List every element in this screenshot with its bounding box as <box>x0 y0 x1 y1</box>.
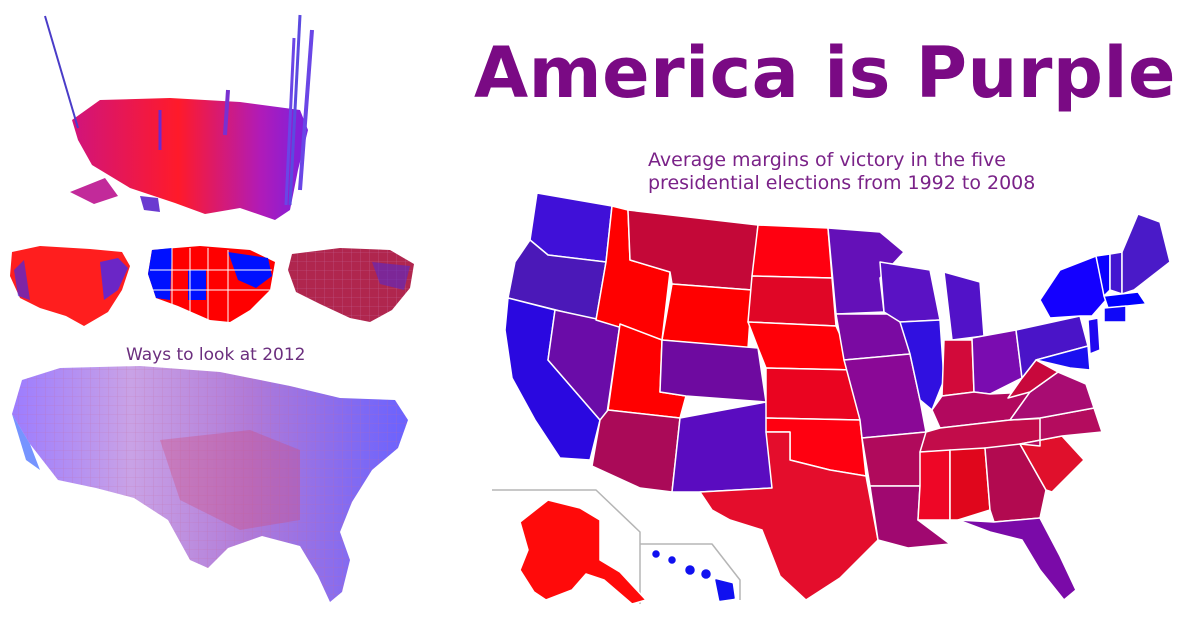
state-wyoming <box>661 283 753 349</box>
state-indiana <box>941 339 975 397</box>
small-map-states <box>148 246 275 322</box>
state-south-dakota <box>747 275 837 327</box>
state-maine <box>1121 213 1171 295</box>
state-arizona <box>591 409 681 493</box>
left-maps-caption: Ways to look at 2012 <box>126 345 306 365</box>
state-north-dakota <box>751 224 833 279</box>
state-arkansas <box>861 431 927 487</box>
state-florida <box>957 517 1077 601</box>
county-purple-map <box>12 366 408 602</box>
state-alaska <box>519 499 647 605</box>
state-alabama <box>949 447 991 521</box>
state-kansas <box>765 367 861 421</box>
state-new-york <box>1039 255 1107 319</box>
state-massachusetts <box>1103 291 1147 309</box>
small-map-counties <box>10 246 130 326</box>
state-new-mexico <box>671 401 773 493</box>
prism-map-2012 <box>44 14 314 220</box>
main-title: America is Purple <box>474 32 1176 114</box>
small-map-purple <box>288 248 414 322</box>
state-new-hampshire <box>1109 251 1123 295</box>
state-mississippi <box>917 449 951 521</box>
state-maryland <box>1035 345 1091 371</box>
state-hawaii <box>652 550 735 601</box>
state-colorado <box>659 339 767 403</box>
state-connecticut <box>1103 305 1127 323</box>
state-wisconsin <box>879 261 941 323</box>
map-subtitle: Average margins of victory in the five p… <box>648 149 1036 194</box>
state-ohio <box>971 329 1023 395</box>
state-new-jersey <box>1087 317 1101 355</box>
purple-state-map <box>492 192 1171 605</box>
state-michigan <box>943 271 985 341</box>
